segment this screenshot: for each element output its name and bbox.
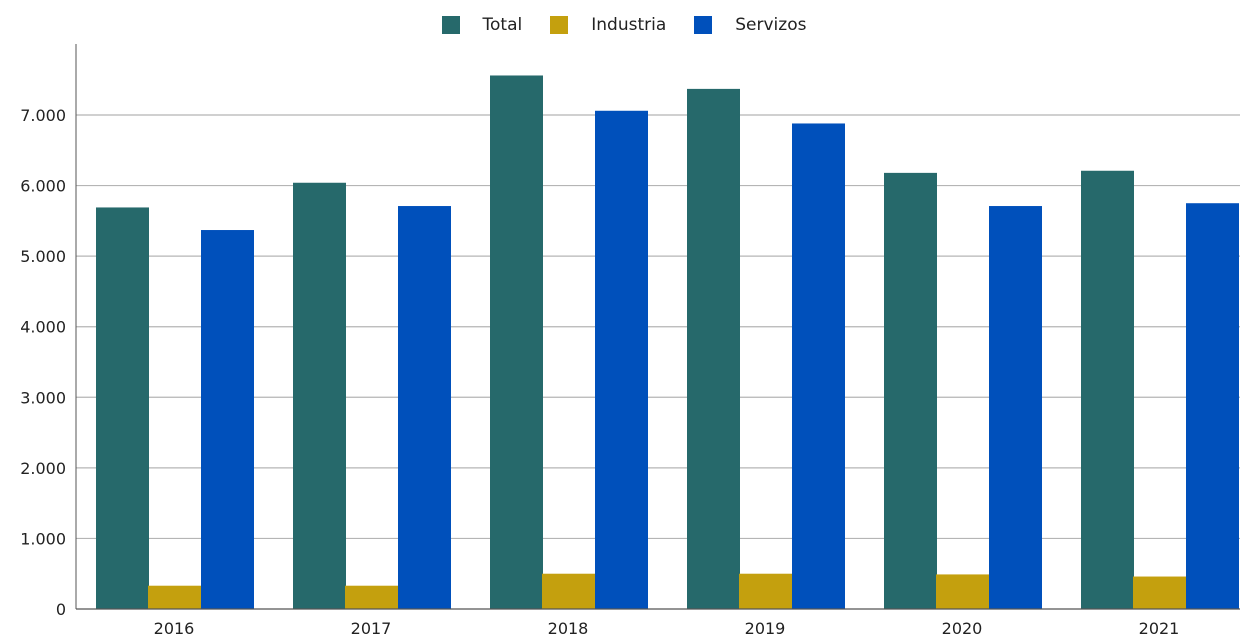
legend-swatch-total [441, 16, 460, 34]
legend: Total Industria Servizos [0, 13, 1248, 37]
bars [96, 75, 1239, 610]
bar-servizos-2019[interactable] [792, 123, 845, 610]
bar-industria-2018[interactable] [542, 573, 595, 609]
bar-industria-2017[interactable] [345, 585, 398, 609]
bar-industria-2016[interactable] [148, 585, 201, 609]
legend-label-total: Total [482, 15, 523, 35]
legend-item-servizos[interactable]: Servizos [694, 15, 806, 35]
y-tick-label: 5.000 [20, 247, 66, 266]
y-tick-label: 4.000 [20, 318, 66, 337]
x-tick-label: 2018 [548, 619, 589, 637]
x-tick-label: 2017 [351, 619, 392, 637]
bar-industria-2020[interactable] [936, 574, 989, 609]
bar-industria-2019[interactable] [739, 573, 792, 609]
bar-total-2018[interactable] [490, 75, 543, 610]
y-tick-labels: 0 1.000 2.000 3.000 4.000 5.000 6.000 7.000 [20, 106, 66, 619]
x-tick-label: 2016 [154, 619, 195, 637]
bar-servizos-2018[interactable] [595, 110, 648, 609]
legend-item-industria[interactable]: Industria [550, 15, 666, 35]
y-tick-label: 2.000 [20, 459, 66, 478]
grid-lines [76, 114, 1240, 540]
bar-industria-2021[interactable] [1133, 576, 1186, 609]
bar-servizos-2021[interactable] [1186, 203, 1239, 609]
y-tick-label: 1.000 [20, 529, 66, 548]
bar-servizos-2020[interactable] [989, 206, 1042, 609]
x-tick-label: 2019 [745, 619, 786, 637]
bar-servizos-2016[interactable] [201, 230, 254, 609]
bar-total-2020[interactable] [884, 172, 937, 609]
x-tick-labels: 2016 2017 2018 2019 2020 2021 [154, 619, 1180, 637]
bar-servizos-2017[interactable] [398, 206, 451, 609]
bar-total-2016[interactable] [96, 207, 149, 609]
legend-label-servizos: Servizos [735, 15, 807, 35]
axes [75, 44, 1240, 610]
y-tick-label: 0 [56, 600, 66, 619]
x-tick-label: 2021 [1139, 619, 1180, 637]
bar-total-2021[interactable] [1081, 170, 1134, 609]
y-tick-label: 6.000 [20, 177, 66, 196]
x-tick-label: 2020 [942, 619, 983, 637]
legend-swatch-industria [550, 16, 569, 34]
bar-total-2017[interactable] [293, 182, 346, 609]
y-tick-label: 3.000 [20, 388, 66, 407]
legend-label-industria: Industria [591, 15, 667, 35]
y-tick-label: 7.000 [20, 106, 66, 125]
legend-swatch-servizos [694, 16, 713, 34]
bar-total-2019[interactable] [687, 88, 740, 610]
legend-item-total[interactable]: Total [441, 15, 523, 35]
